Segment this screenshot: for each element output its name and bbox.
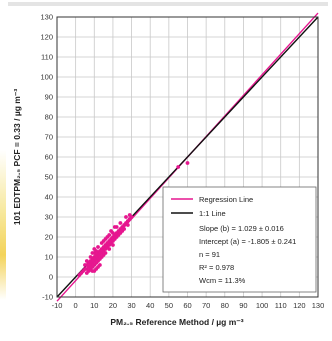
x-axis-label: PM₂.₅ Reference Method / µg m⁻³: [110, 317, 243, 327]
legend-stats: Slope (b) = 1.029 ± 0.016 Intercept (a) =…: [199, 224, 296, 285]
x-tick-label: 90: [239, 301, 247, 310]
x-tick-label: 0: [74, 301, 78, 310]
data-point: [125, 223, 130, 227]
data-point: [84, 259, 89, 263]
data-point: [83, 263, 87, 267]
data-point: [109, 229, 113, 233]
y-tick-label: 30: [45, 213, 53, 222]
data-point: [90, 269, 95, 273]
y-tick-label: 10: [45, 253, 53, 262]
y-tick-label: 60: [45, 153, 53, 162]
data-point: [176, 165, 181, 169]
legend: Regression Line 1:1 Line Slope (b) = 1.02…: [162, 186, 317, 293]
x-tick-label: -10: [52, 301, 63, 310]
plot-frame: [56, 16, 319, 298]
data-point: [97, 263, 102, 267]
y-tick-labels: -10 0 10 20 30 40 50 60 70 80 90 100 110 120 130: [40, 13, 53, 302]
y-tick-label: 90: [45, 93, 53, 102]
legend-entries: Regression Line 1:1 Line: [171, 195, 253, 218]
y-tick-label: 100: [40, 73, 53, 82]
legend-stat: Wcm = 11.3%: [199, 276, 246, 285]
data-point: [107, 233, 112, 237]
x-tick-label: 120: [293, 301, 306, 310]
y-tick-label: 20: [45, 233, 53, 242]
x-tick-label: 50: [165, 301, 173, 310]
x-tick-label: 130: [312, 301, 325, 310]
data-point: [96, 245, 100, 249]
x-tick-label: 10: [90, 301, 98, 310]
data-point: [124, 215, 128, 219]
x-tick-labels: -10 0 10 20 30 40 50 60 70 80 90 100 110 120 130: [52, 301, 325, 310]
data-point: [94, 249, 99, 253]
data-point: [107, 247, 112, 251]
legend-stat: Intercept (a) = -1.805 ± 0.241: [199, 237, 296, 246]
legend-stat: n = 91: [199, 250, 220, 259]
y-tick-label: 40: [45, 193, 53, 202]
x-tick-label: 30: [127, 301, 135, 310]
legend-label: Regression Line: [199, 195, 253, 204]
x-tick-label: 60: [183, 301, 191, 310]
legend-label: 1:1 Line: [199, 209, 226, 218]
x-tick-label: 80: [221, 301, 229, 310]
legend-box: [162, 186, 317, 293]
x-tick-label: 100: [256, 301, 269, 310]
data-point: [127, 213, 132, 217]
x-tick-label: 20: [109, 301, 117, 310]
y-tick-label: 130: [40, 13, 53, 22]
data-point: [112, 225, 117, 229]
y-tick-label: 80: [45, 113, 53, 122]
data-point: [103, 237, 108, 241]
data-point: [185, 161, 190, 165]
x-tick-label: 40: [146, 301, 154, 310]
x-tick-label: 70: [202, 301, 210, 310]
legend-stat: R² = 0.978: [199, 263, 234, 272]
data-point: [103, 251, 108, 255]
x-tick-label: 110: [275, 301, 287, 310]
legend-stat: Slope (b) = 1.029 ± 0.016: [199, 224, 284, 233]
y-tick-label: 70: [45, 133, 53, 142]
data-points: [77, 161, 190, 277]
data-point: [111, 243, 115, 247]
y-tick-label: 120: [40, 33, 53, 42]
y-tick-label: 110: [41, 53, 53, 62]
data-point: [118, 221, 123, 225]
y-tick-label: 0: [49, 273, 53, 282]
data-point: [84, 271, 89, 275]
scan-artifact-left: [0, 150, 6, 300]
y-tick-label: -10: [42, 293, 53, 302]
y-axis-label: 101 EDTPM₂.₅ PCF = 0.33 / µg m⁻³: [12, 89, 22, 226]
data-point: [88, 255, 93, 259]
y-tick-label: 50: [45, 173, 53, 182]
data-point: [122, 227, 127, 231]
scan-artifact-top: [8, 2, 328, 6]
